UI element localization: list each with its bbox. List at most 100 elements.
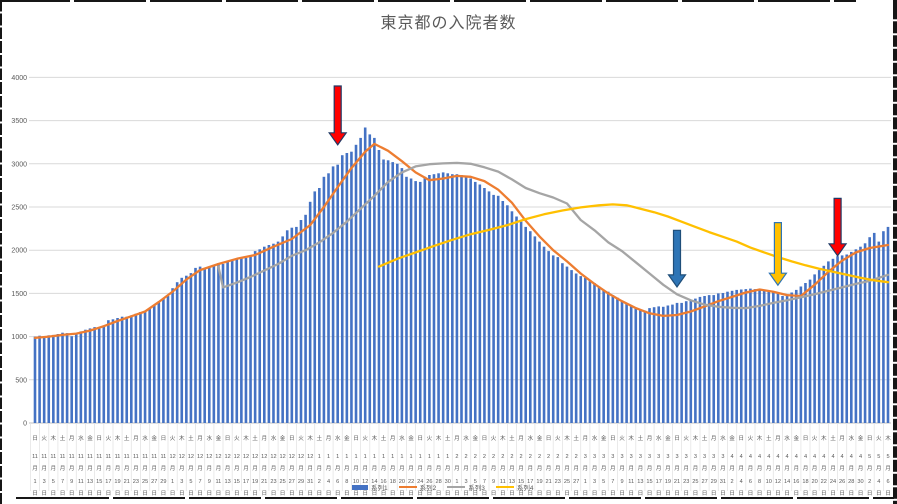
red-down-arrow-jan[interactable] [328, 85, 348, 146]
red-down-arrow-late-apr[interactable] [827, 197, 848, 257]
bar [726, 291, 729, 423]
line-series-3[interactable] [217, 161, 890, 310]
legend-item-系列3[interactable]: 系列3 [447, 482, 485, 492]
x-axis-label: 12 [197, 454, 203, 460]
bar [74, 334, 78, 423]
bar [414, 181, 417, 423]
x-axis-label: 金 [601, 434, 607, 442]
x-axis-label: 月 [78, 465, 84, 472]
x-axis-label: 11 [151, 454, 157, 460]
yellow-down-arrow-apr[interactable] [768, 222, 788, 287]
legend-item-系列1[interactable]: 系列1 [352, 482, 388, 492]
x-axis-label: 11 [50, 454, 56, 460]
x-axis-label: 2 [474, 454, 477, 460]
bar [93, 327, 96, 423]
bar [386, 160, 390, 424]
x-axis-label: 月 [206, 465, 212, 472]
bar [235, 258, 239, 423]
bar [97, 327, 101, 423]
x-axis-label: 2 [483, 454, 486, 460]
line-series-2[interactable] [33, 142, 890, 340]
x-axis-label: 日 [60, 490, 66, 497]
x-axis-label: 11 [160, 454, 166, 460]
x-axis-label: 12 [298, 454, 304, 460]
x-axis-label: 日 [546, 490, 552, 497]
x-axis-label: 日 [665, 490, 671, 497]
x-axis-label: 日 [766, 490, 772, 497]
x-axis-label: 日 [161, 435, 167, 442]
bar [492, 194, 495, 423]
x-axis-label: 日 [601, 490, 607, 497]
x-axis-label: 木 [179, 434, 185, 442]
x-axis-label: 日 [142, 490, 148, 497]
bar [648, 308, 651, 423]
x-axis-label: 日 [793, 490, 799, 497]
x-axis-label: 3 [620, 454, 623, 460]
line-series-4[interactable] [377, 203, 890, 284]
bar [258, 249, 262, 423]
x-axis-label: 金 [151, 434, 157, 442]
bar [872, 232, 876, 423]
bar [735, 289, 738, 423]
x-axis-label: 2 [529, 454, 532, 460]
x-axis-label: 28 [435, 479, 441, 485]
bar [285, 230, 289, 423]
x-axis-label: 日 [106, 490, 112, 497]
x-axis-label: 日 [271, 490, 277, 497]
x-axis-label: 19 [536, 479, 542, 485]
blue-down-arrow-mar[interactable] [667, 229, 687, 288]
bar [804, 283, 807, 423]
x-axis-label: 月 [757, 465, 763, 472]
bar [707, 295, 711, 423]
bar [134, 313, 138, 423]
x-axis-label: 火 [491, 435, 497, 442]
bar [515, 216, 518, 423]
bar [203, 269, 206, 423]
x-axis-label: 1 [171, 479, 174, 485]
x-axis-label: 17 [105, 479, 111, 485]
bar [593, 283, 596, 423]
x-axis-label: 11 [142, 454, 148, 460]
x-axis-label: 日 [885, 490, 891, 497]
x-axis-label: 日 [170, 490, 176, 497]
bar [240, 257, 243, 423]
bar-series[interactable] [33, 127, 890, 424]
bar [698, 296, 702, 423]
x-axis-label: 日 [463, 490, 469, 497]
bar [634, 308, 638, 423]
x-axis-label: 2 [455, 454, 458, 460]
x-axis-label: 1 [364, 454, 367, 460]
x-axis-label: 11 [60, 454, 66, 460]
bar [776, 293, 780, 423]
x-axis-label: 月 [243, 465, 249, 472]
legend-item-系列2[interactable]: 系列2 [398, 482, 436, 492]
x-axis-label: 3 [694, 454, 697, 460]
bar [703, 296, 706, 423]
bar [620, 302, 624, 423]
x-axis-label: 23 [683, 479, 689, 485]
x-axis-label: 日 [876, 490, 882, 497]
x-axis-label: 1 [391, 454, 394, 460]
x-axis-label: 3 [639, 454, 642, 460]
x-axis-label: 4 [740, 454, 743, 460]
x-axis-label: 10 [766, 479, 772, 485]
x-axis-label: 月 [867, 465, 873, 472]
x-axis-label: 日 [537, 490, 543, 497]
x-axis-label: 日 [858, 490, 864, 497]
bar [542, 246, 546, 423]
legend-item-系列4[interactable]: 系列4 [495, 482, 534, 492]
x-axis-label: 5 [868, 454, 871, 460]
x-axis-label: 月 [665, 465, 671, 472]
x-axis-label: 11 [32, 454, 38, 460]
x-axis-label: 土 [766, 434, 772, 442]
x-axis-label: 月 [179, 465, 185, 472]
x-axis-label: 日 [573, 490, 579, 497]
x-axis-label: 月 [500, 465, 506, 472]
x-axis-label: 日 [225, 435, 231, 442]
x-axis-label: 月 [582, 435, 588, 442]
x-axis-label: 日 [564, 490, 570, 497]
bar [263, 246, 266, 423]
x-axis-label: 2 [868, 479, 871, 485]
x-axis-label: 日 [619, 490, 625, 497]
